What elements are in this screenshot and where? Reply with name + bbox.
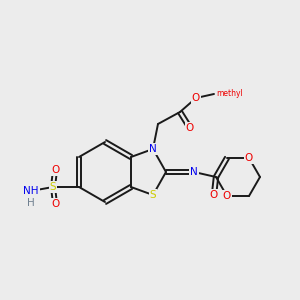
Text: N: N: [149, 144, 157, 154]
Text: H: H: [27, 198, 35, 208]
Text: O: O: [245, 153, 253, 163]
Text: methyl: methyl: [216, 89, 243, 98]
Text: S: S: [50, 182, 56, 192]
Text: NH: NH: [23, 186, 39, 196]
Text: O: O: [192, 93, 200, 103]
Text: O: O: [51, 165, 59, 175]
Text: N: N: [190, 167, 198, 177]
Text: S: S: [150, 190, 156, 200]
Text: O: O: [186, 123, 194, 133]
Text: O: O: [51, 199, 59, 209]
Text: O: O: [210, 190, 218, 200]
Text: O: O: [223, 191, 231, 201]
